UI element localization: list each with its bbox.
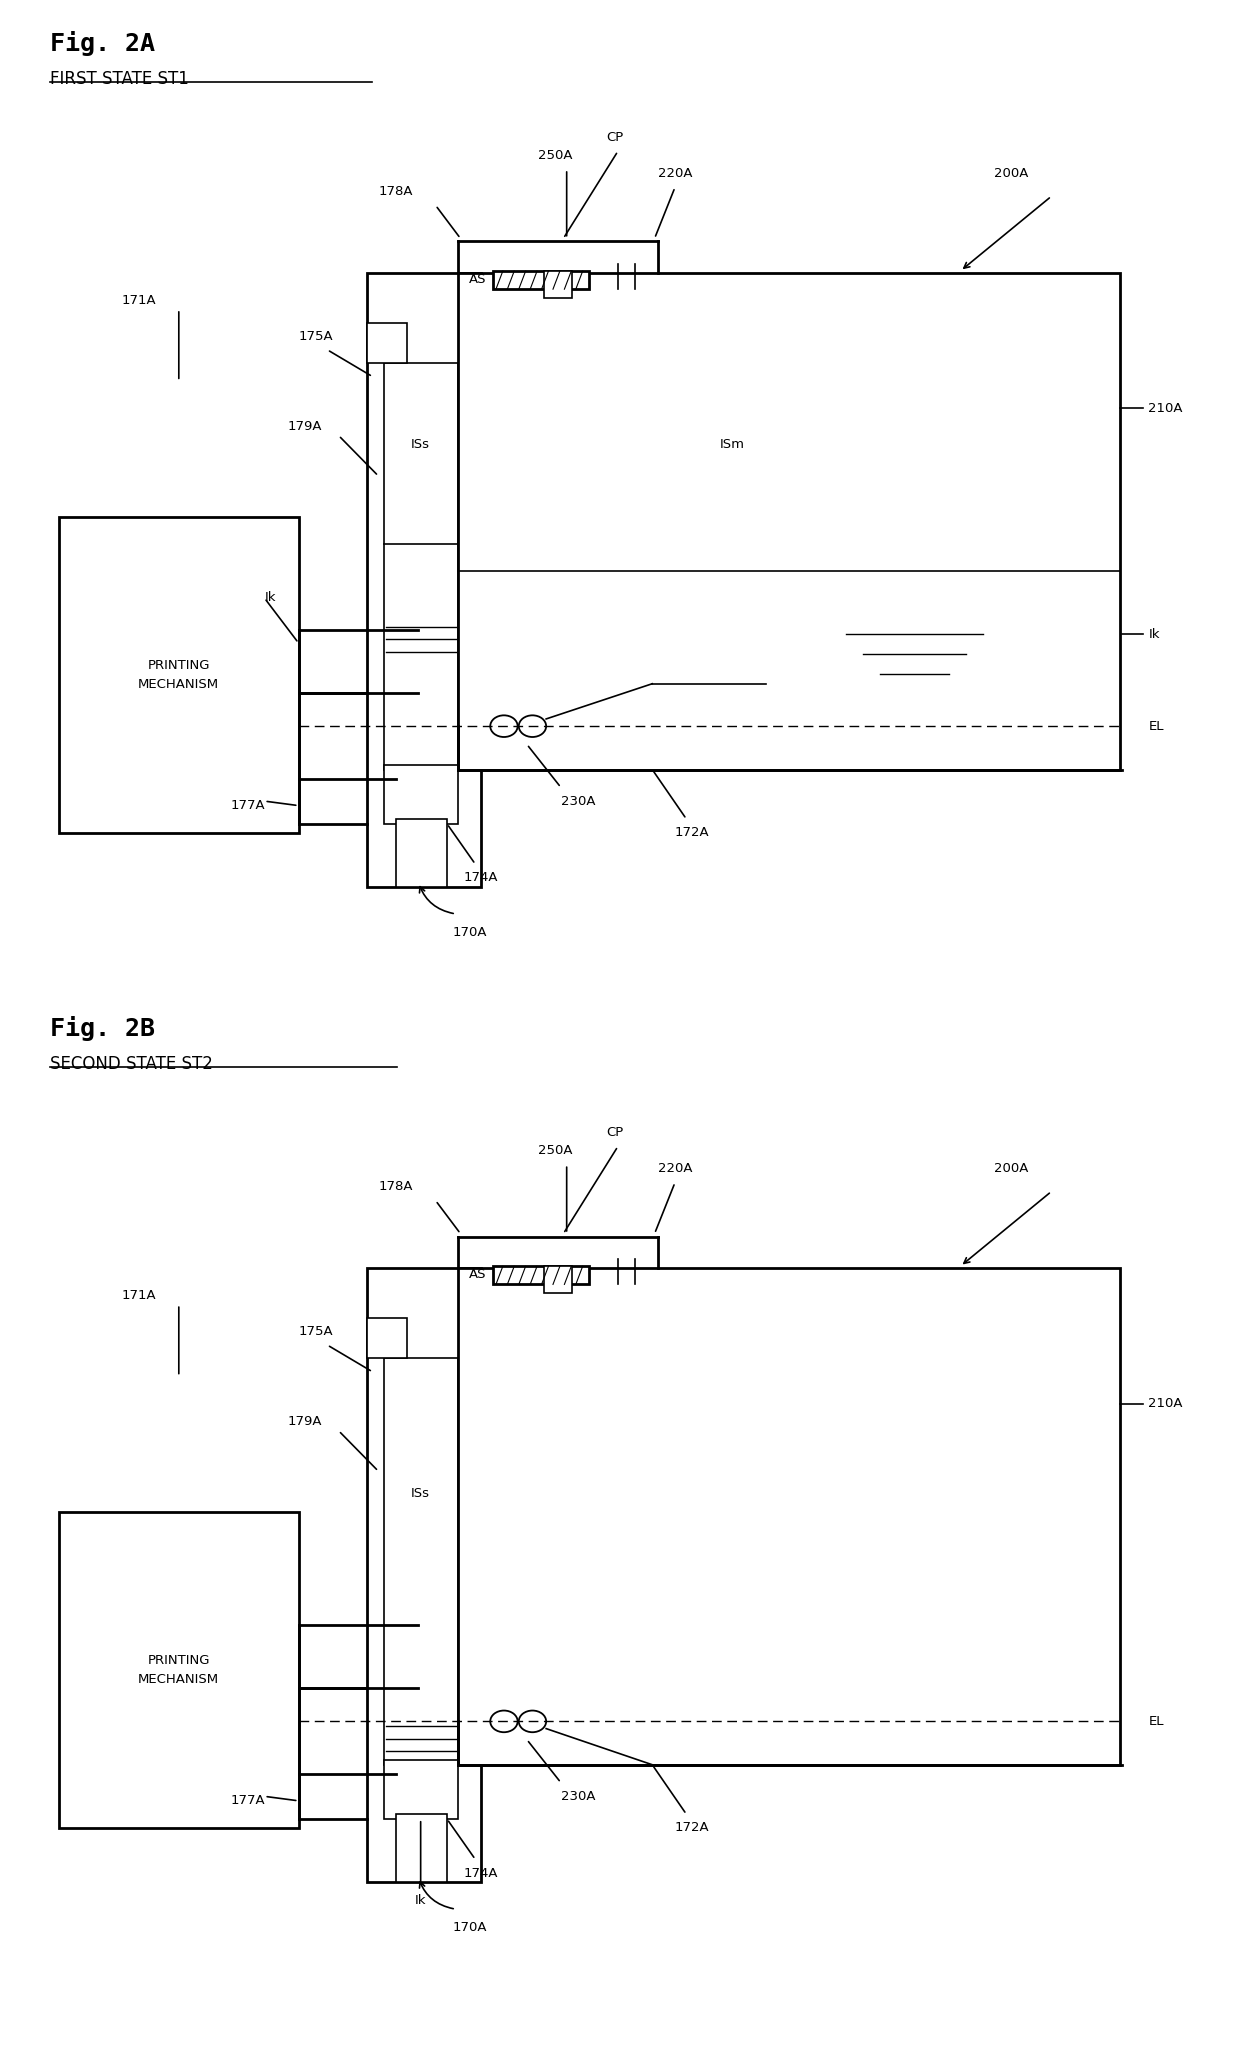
Text: AS: AS [469,273,487,285]
Text: 210A: 210A [1148,402,1183,415]
Text: FIRST STATE ST1: FIRST STATE ST1 [50,70,188,88]
Bar [459,273,1120,770]
Bar [384,363,459,770]
Bar [544,271,573,298]
Text: 230A: 230A [560,794,595,808]
Bar [384,765,459,823]
Bar [459,1268,1120,1765]
Text: 174A: 174A [464,1867,498,1880]
Text: EL: EL [1148,1715,1164,1728]
Bar [367,273,481,886]
Text: 178A: 178A [378,185,413,199]
Bar [492,271,589,289]
Text: 172A: 172A [675,1822,709,1834]
Text: 250A: 250A [538,1145,573,1157]
Text: 172A: 172A [675,827,709,839]
Text: 170A: 170A [453,1921,487,1933]
Text: 230A: 230A [560,1789,595,1804]
Text: 179A: 179A [288,1416,321,1428]
Text: ISs: ISs [412,437,430,451]
Text: 174A: 174A [464,872,498,884]
Bar [396,1814,446,1882]
Text: 179A: 179A [288,421,321,433]
Text: 177A: 177A [231,798,265,813]
Bar [367,1317,407,1358]
Bar [384,1761,459,1818]
Text: 178A: 178A [378,1180,413,1194]
Bar [367,322,407,363]
Bar [367,1268,481,1882]
Text: Ik: Ik [264,591,275,605]
Text: CP: CP [606,131,624,144]
Text: AS: AS [469,1268,487,1280]
Text: 250A: 250A [538,150,573,162]
Text: CP: CP [606,1127,624,1139]
Text: 210A: 210A [1148,1397,1183,1410]
Bar [492,1266,589,1285]
Text: 200A: 200A [994,1161,1029,1176]
Bar [544,1266,573,1293]
Text: 171A: 171A [122,293,156,306]
Text: 175A: 175A [299,1326,334,1338]
Text: 220A: 220A [658,166,692,181]
Text: Ik: Ik [1148,628,1159,640]
Text: 170A: 170A [453,925,487,938]
Text: ISs: ISs [412,1488,430,1500]
Text: 220A: 220A [658,1161,692,1176]
Bar [60,517,299,833]
Bar [384,1358,459,1765]
Text: Ik: Ik [415,1894,427,1906]
Bar [60,1512,299,1828]
Text: Fig. 2A: Fig. 2A [50,31,155,55]
Text: SECOND STATE ST2: SECOND STATE ST2 [50,1055,212,1073]
Text: PRINTING
MECHANISM: PRINTING MECHANISM [138,1654,219,1687]
Text: ISm: ISm [719,437,744,451]
Text: Fig. 2B: Fig. 2B [50,1016,155,1040]
Text: 177A: 177A [231,1793,265,1808]
Text: PRINTING
MECHANISM: PRINTING MECHANISM [138,659,219,692]
Bar [396,819,446,886]
Text: 200A: 200A [994,166,1029,181]
Text: 175A: 175A [299,330,334,343]
Text: EL: EL [1148,720,1164,733]
Text: 171A: 171A [122,1289,156,1301]
